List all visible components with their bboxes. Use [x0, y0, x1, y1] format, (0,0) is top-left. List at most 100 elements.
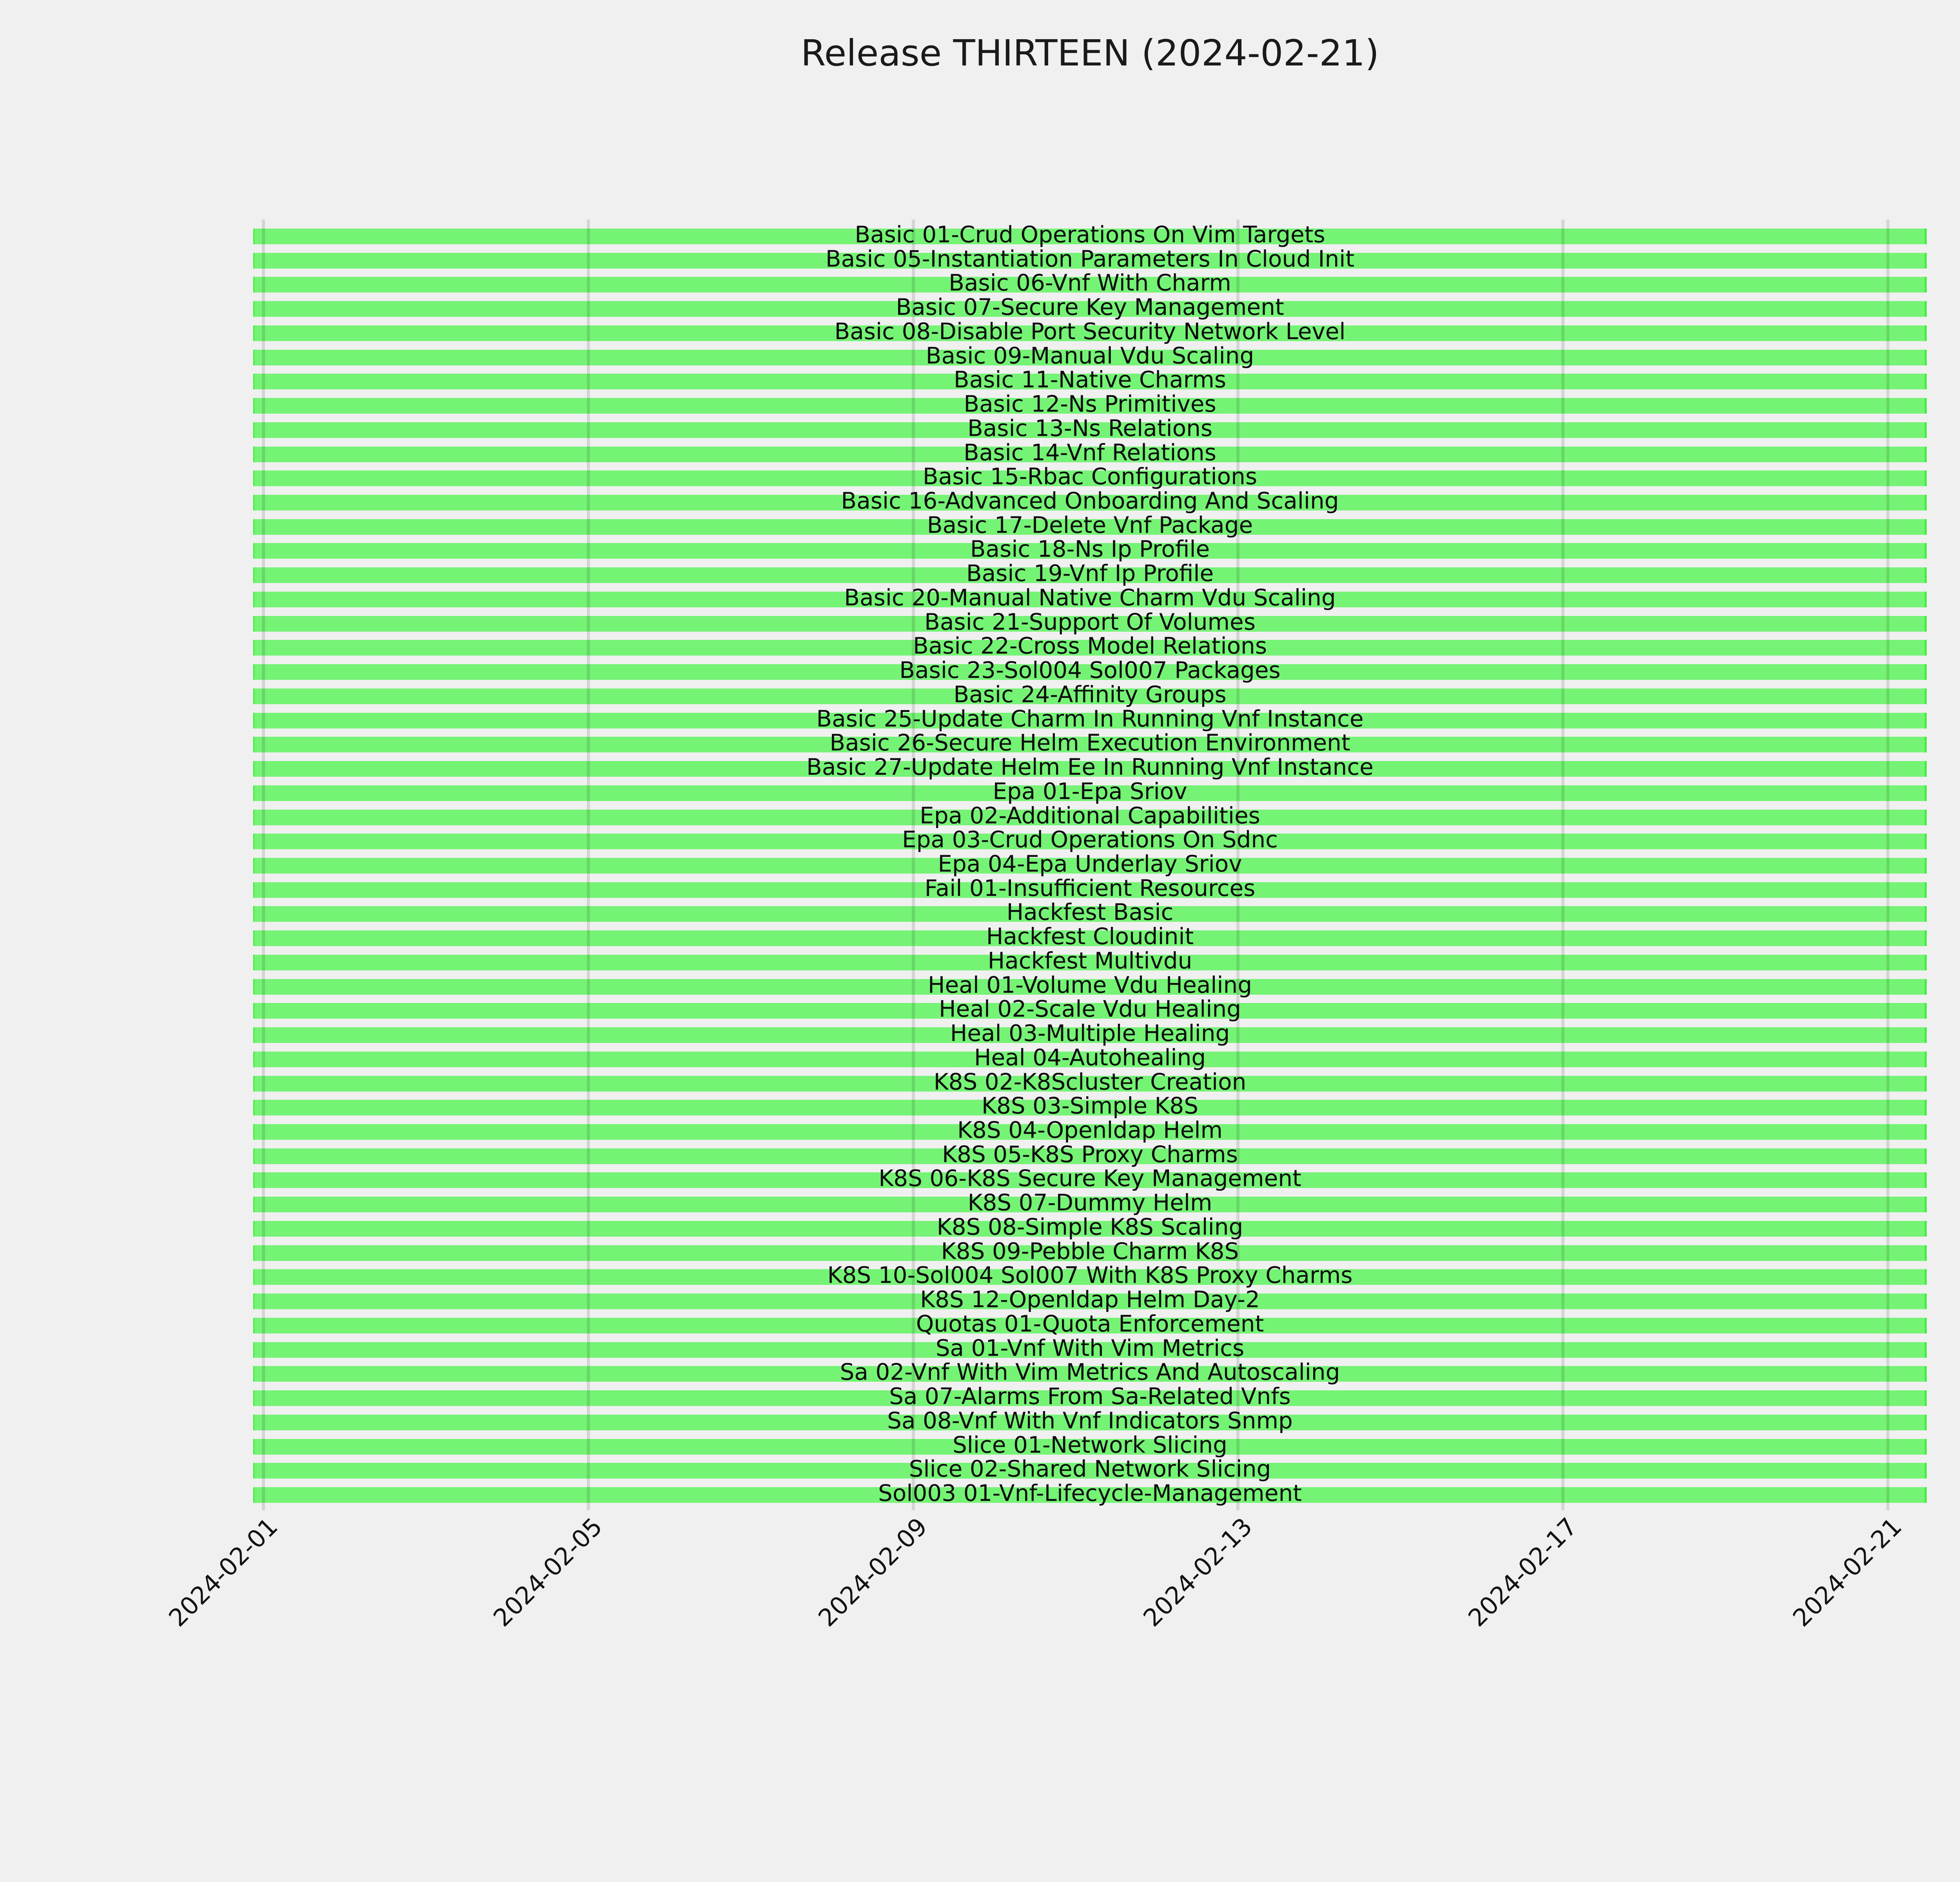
gantt-bar	[253, 857, 1927, 874]
task-label: Basic 05-Instantiation Parameters In Clo…	[825, 245, 1355, 272]
task-label: Basic 19-Vnf Ip Profile	[966, 560, 1214, 587]
task-label: Slice 01-Network Slicing	[952, 1431, 1227, 1458]
gantt-bar	[253, 979, 1927, 995]
task-label: K8S 07-Dummy Helm	[967, 1189, 1212, 1216]
gantt-bar	[253, 1051, 1927, 1067]
gantt-bar	[253, 1342, 1927, 1358]
task-label: Sa 07-Alarms From Sa-Related Vnfs	[889, 1383, 1291, 1410]
gantt-bar	[253, 591, 1927, 607]
task-label: Basic 15-Rbac Configurations	[922, 463, 1258, 490]
task-label: K8S 10-Sol004 Sol007 With K8S Proxy Char…	[827, 1262, 1353, 1289]
task-label: Basic 12-Ns Primitives	[964, 391, 1216, 418]
gantt-bar	[253, 785, 1927, 801]
gantt-bar	[253, 446, 1927, 462]
task-label: Sa 02-Vnf With Vim Metrics And Autoscali…	[840, 1359, 1340, 1386]
gantt-bar	[253, 1027, 1927, 1043]
gantt-bar	[253, 1366, 1927, 1382]
task-label: Sa 08-Vnf With Vnf Indicators Snmp	[887, 1407, 1293, 1434]
task-label: Epa 04-Epa Underlay Sriov	[938, 850, 1242, 877]
task-label: K8S 03-Simple K8S	[981, 1092, 1199, 1119]
task-label: Heal 03-Multiple Healing	[950, 1020, 1230, 1047]
gantt-bar	[253, 1148, 1927, 1164]
gantt-bar	[253, 1003, 1927, 1019]
task-label: Heal 04-Autohealing	[974, 1044, 1206, 1071]
gantt-bar	[253, 1124, 1927, 1140]
gantt-bar	[253, 712, 1927, 728]
task-label: Basic 06-Vnf With Charm	[949, 269, 1231, 296]
gantt-bar	[253, 1414, 1927, 1430]
task-label: Epa 01-Epa Sriov	[993, 778, 1187, 805]
gantt-bar	[253, 761, 1927, 777]
gantt-bar	[253, 834, 1927, 850]
task-label: Basic 26-Secure Helm Execution Environme…	[829, 729, 1350, 756]
gantt-bar	[253, 640, 1927, 656]
task-label: Basic 07-Secure Key Management	[896, 294, 1284, 321]
task-label: Basic 25-Update Charm In Running Vnf Ins…	[816, 705, 1364, 732]
task-label: Sa 01-Vnf With Vim Metrics	[935, 1334, 1245, 1361]
task-label: Basic 24-Affinity Groups	[953, 681, 1227, 708]
task-label: K8S 05-K8S Proxy Charms	[942, 1141, 1238, 1168]
task-label: Heal 02-Scale Vdu Healing	[939, 995, 1241, 1023]
gantt-bar	[253, 253, 1927, 269]
task-label: K8S 12-Openldap Helm Day-2	[920, 1286, 1260, 1313]
task-label: Hackfest Multivdu	[987, 947, 1192, 974]
task-label: Basic 20-Manual Native Charm Vdu Scaling	[844, 584, 1336, 611]
gantt-bar	[253, 1245, 1927, 1261]
task-label: Basic 22-Cross Model Relations	[913, 632, 1267, 659]
task-label: K8S 08-Simple K8S Scaling	[936, 1213, 1243, 1240]
task-label: Basic 11-Native Charms	[953, 366, 1227, 393]
gantt-bar	[253, 470, 1927, 487]
task-label: K8S 02-K8Scluster Creation	[933, 1068, 1247, 1095]
task-label: Basic 14-Vnf Relations	[964, 439, 1216, 466]
gantt-bar	[253, 374, 1927, 390]
task-label: Epa 03-Crud Operations On Sdnc	[902, 826, 1278, 853]
gantt-bar	[253, 422, 1927, 438]
task-label: Slice 02-Shared Network Slicing	[909, 1455, 1271, 1482]
gantt-bar	[253, 349, 1927, 365]
gantt-bar	[253, 301, 1927, 317]
task-label: Basic 27-Update Helm Ee In Running Vnf I…	[806, 754, 1374, 781]
gantt-bar	[253, 567, 1927, 583]
gantt-bar	[253, 519, 1927, 535]
task-label: Basic 16-Advanced Onboarding And Scaling	[841, 487, 1339, 514]
task-label: Basic 18-Ns Ip Profile	[970, 536, 1210, 563]
gantt-bar	[253, 1439, 1927, 1455]
gantt-bar	[253, 398, 1927, 414]
task-label: K8S 09-Pebble Charm K8S	[941, 1237, 1239, 1264]
task-label: K8S 06-K8S Secure Key Management	[878, 1165, 1301, 1192]
gantt-bar	[253, 882, 1927, 898]
gantt-bar	[253, 688, 1927, 704]
gantt-bar	[253, 664, 1927, 680]
gantt-bar	[253, 543, 1927, 559]
task-label: Sol003 01-Vnf-Lifecycle-Management	[878, 1479, 1302, 1506]
task-label: Epa 02-Additional Capabilities	[920, 802, 1260, 829]
gantt-bar	[253, 954, 1927, 970]
gantt-bar	[253, 1100, 1927, 1116]
gantt-bar	[253, 495, 1927, 511]
task-label: Quotas 01-Quota Enforcement	[916, 1310, 1264, 1337]
task-label: Basic 09-Manual Vdu Scaling	[926, 342, 1254, 369]
gantt-bar	[253, 277, 1927, 293]
gantt-bar	[253, 906, 1927, 922]
gantt-bar	[253, 616, 1927, 632]
gantt-bar	[253, 229, 1927, 244]
gantt-bar	[253, 737, 1927, 753]
gantt-bar	[253, 1293, 1927, 1310]
gantt-bar	[253, 1172, 1927, 1188]
gantt-bar	[253, 930, 1927, 946]
gantt-bar	[253, 1075, 1927, 1092]
task-label: Fail 01-Insufficient Resources	[924, 874, 1256, 901]
task-label: Hackfest Basic	[1006, 899, 1174, 926]
task-label: Heal 01-Volume Vdu Healing	[927, 971, 1252, 998]
gantt-bar	[253, 1487, 1927, 1503]
gantt-bar	[253, 1463, 1927, 1479]
task-label: Hackfest Cloudinit	[986, 923, 1194, 950]
gantt-bar	[253, 1317, 1927, 1333]
task-label: K8S 04-Openldap Helm	[957, 1117, 1223, 1143]
gantt-bar	[253, 809, 1927, 825]
gantt-bar	[253, 1269, 1927, 1285]
task-label: Basic 17-Delete Vnf Package	[927, 511, 1253, 538]
chart-title: Release THIRTEEN (2024-02-21)	[800, 32, 1379, 74]
